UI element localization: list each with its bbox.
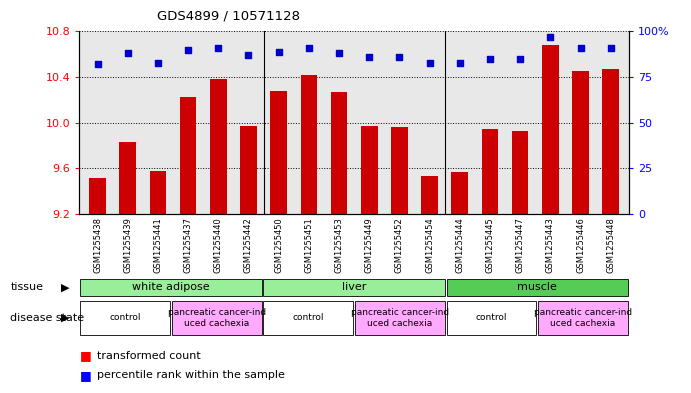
Bar — [301, 75, 317, 214]
Bar — [572, 72, 589, 214]
Text: GSM1255446: GSM1255446 — [576, 217, 585, 273]
Text: pancreatic cancer-ind
uced cachexia: pancreatic cancer-ind uced cachexia — [351, 308, 449, 328]
Bar — [512, 131, 529, 214]
Point — [424, 59, 435, 66]
Bar — [391, 127, 408, 214]
Text: transformed count: transformed count — [97, 351, 200, 361]
Text: disease state: disease state — [10, 313, 84, 323]
Text: GSM1255452: GSM1255452 — [395, 217, 404, 273]
Text: GSM1255444: GSM1255444 — [455, 217, 464, 273]
Text: GSM1255443: GSM1255443 — [546, 217, 555, 273]
Point — [182, 47, 193, 53]
Text: GSM1255438: GSM1255438 — [93, 217, 102, 273]
Point — [243, 52, 254, 58]
Point — [334, 50, 345, 57]
Bar — [603, 69, 619, 214]
Text: control: control — [109, 314, 141, 322]
Bar — [240, 126, 257, 214]
Text: GSM1255442: GSM1255442 — [244, 217, 253, 273]
Text: GSM1255441: GSM1255441 — [153, 217, 162, 273]
Bar — [180, 97, 196, 214]
Bar — [542, 45, 558, 214]
Bar — [89, 178, 106, 214]
Point — [394, 54, 405, 60]
Point — [575, 45, 586, 51]
Bar — [263, 301, 353, 335]
Bar — [361, 126, 377, 214]
Text: ▶: ▶ — [61, 313, 69, 323]
Bar — [80, 279, 262, 296]
Text: muscle: muscle — [518, 282, 557, 292]
Text: GSM1255448: GSM1255448 — [606, 217, 615, 273]
Bar — [80, 301, 170, 335]
Bar — [172, 301, 262, 335]
Bar — [263, 279, 445, 296]
Bar — [482, 129, 498, 214]
Text: GSM1255447: GSM1255447 — [515, 217, 524, 273]
Point — [122, 50, 133, 57]
Bar — [331, 92, 348, 214]
Text: ▶: ▶ — [61, 282, 69, 292]
Text: GSM1255453: GSM1255453 — [334, 217, 343, 273]
Text: liver: liver — [342, 282, 366, 292]
Text: GSM1255451: GSM1255451 — [304, 217, 313, 273]
Bar — [355, 301, 445, 335]
Bar — [538, 301, 628, 335]
Point — [605, 45, 616, 51]
Point — [92, 61, 103, 68]
Text: GSM1255445: GSM1255445 — [486, 217, 495, 273]
Text: percentile rank within the sample: percentile rank within the sample — [97, 370, 285, 380]
Bar — [120, 142, 136, 214]
Point — [363, 54, 375, 60]
Point — [545, 34, 556, 40]
Bar — [150, 171, 167, 214]
Text: pancreatic cancer-ind
uced cachexia: pancreatic cancer-ind uced cachexia — [534, 308, 632, 328]
Text: ■: ■ — [79, 369, 91, 382]
Text: pancreatic cancer-ind
uced cachexia: pancreatic cancer-ind uced cachexia — [168, 308, 266, 328]
Text: GSM1255439: GSM1255439 — [123, 217, 132, 273]
Point — [303, 45, 314, 51]
Text: GSM1255454: GSM1255454 — [425, 217, 434, 273]
Bar — [270, 91, 287, 214]
Text: GSM1255449: GSM1255449 — [365, 217, 374, 273]
Text: ■: ■ — [79, 349, 91, 362]
Point — [515, 56, 526, 62]
Bar — [210, 79, 227, 214]
Text: GDS4899 / 10571128: GDS4899 / 10571128 — [157, 10, 299, 23]
Text: white adipose: white adipose — [132, 282, 210, 292]
Point — [273, 48, 284, 55]
Point — [454, 59, 465, 66]
Text: GSM1255440: GSM1255440 — [214, 217, 223, 273]
Text: control: control — [292, 314, 324, 322]
Point — [213, 45, 224, 51]
Text: tissue: tissue — [10, 282, 44, 292]
Bar — [422, 176, 438, 214]
Text: control: control — [475, 314, 507, 322]
Bar — [446, 301, 536, 335]
Point — [484, 56, 495, 62]
Text: GSM1255437: GSM1255437 — [184, 217, 193, 273]
Text: GSM1255450: GSM1255450 — [274, 217, 283, 273]
Bar — [451, 172, 468, 214]
Bar — [446, 279, 628, 296]
Point — [153, 59, 164, 66]
